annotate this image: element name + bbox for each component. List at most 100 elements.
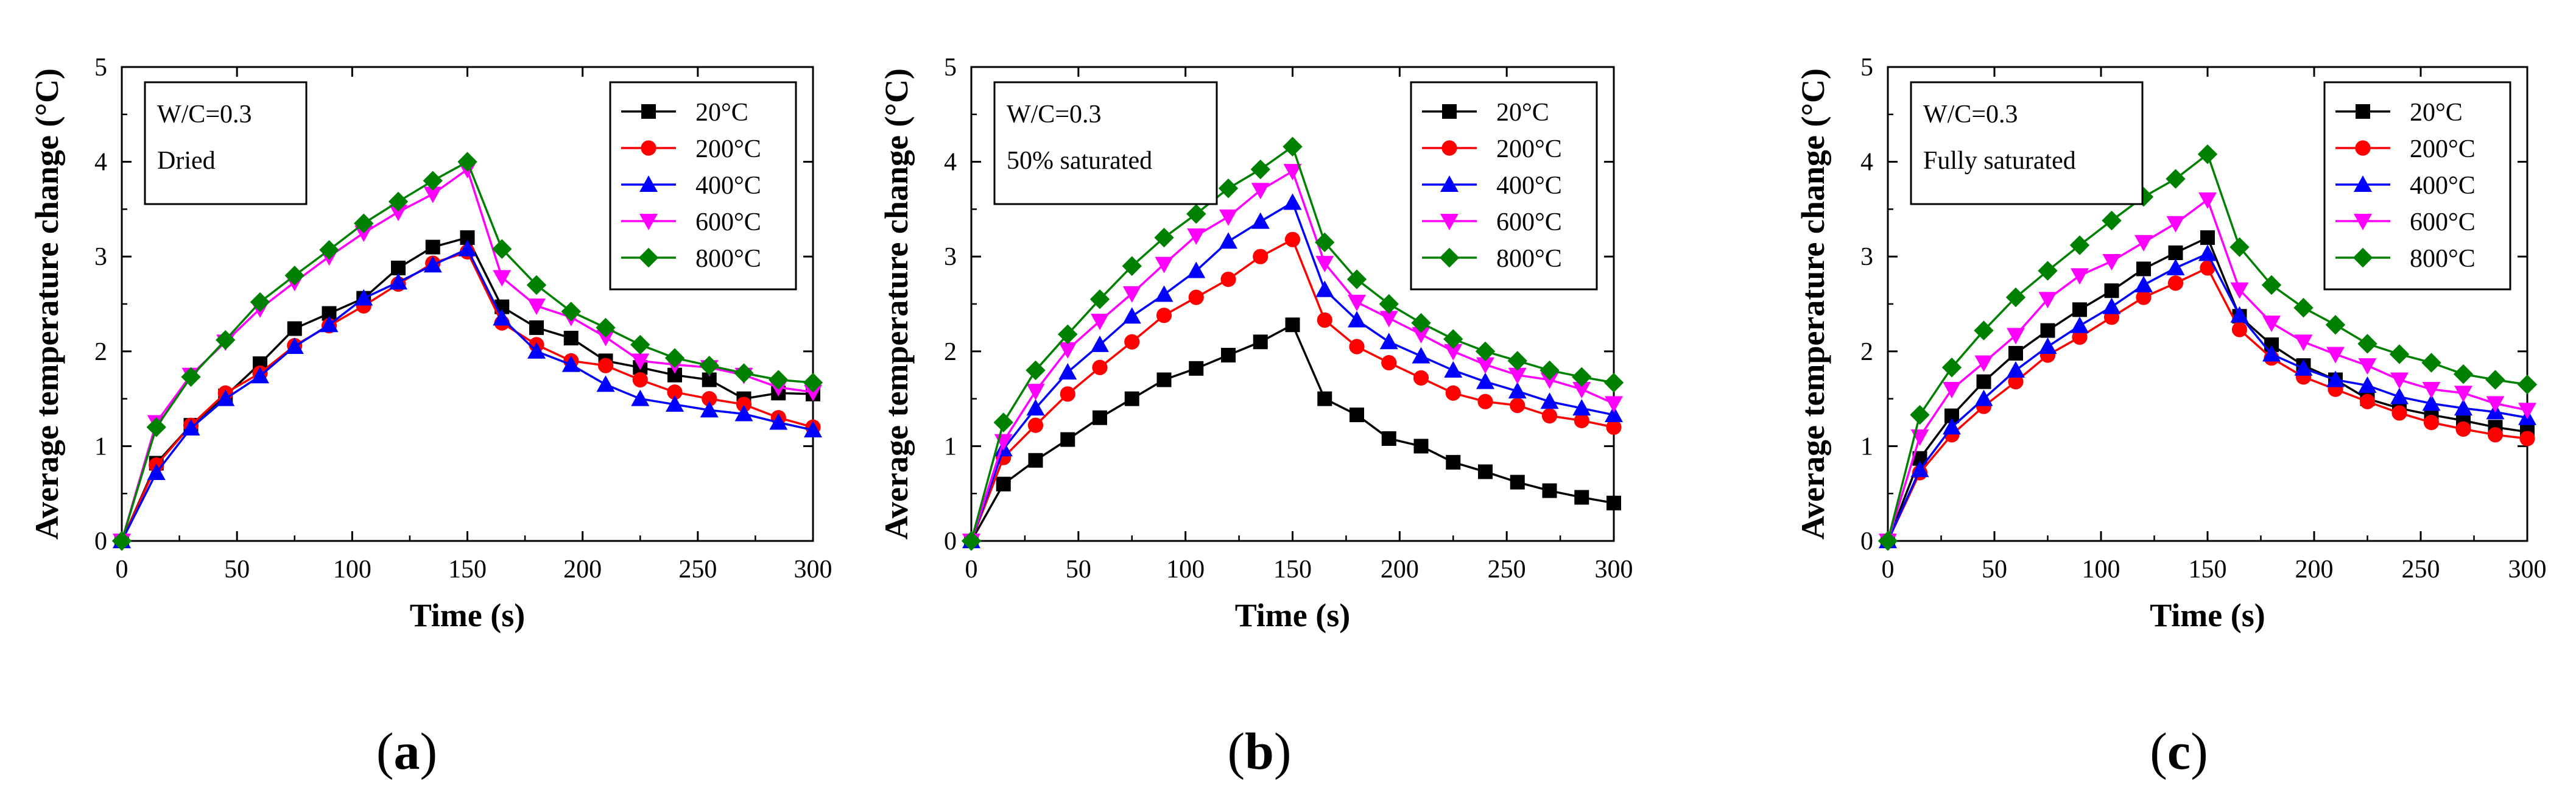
data-point (1572, 367, 1592, 387)
caption-close-paren: ) (420, 722, 438, 780)
data-point (2072, 329, 2088, 345)
y-tick-label: 2 (94, 338, 107, 366)
data-point (285, 337, 304, 355)
y-tick-label: 3 (1860, 243, 1873, 271)
data-point (596, 330, 615, 347)
x-tick-label: 50 (1982, 556, 2007, 584)
data-point (2422, 394, 2441, 411)
data-point (1283, 164, 1302, 181)
data-point (1317, 312, 1332, 328)
data-point (769, 413, 788, 430)
y-tick-label: 0 (94, 528, 107, 556)
legend-marker (639, 214, 658, 230)
y-axis-label: Average temperature change (°C) (1795, 68, 1831, 540)
data-point (1027, 417, 1044, 433)
data-point (1315, 280, 1334, 297)
caption-close-paren: ) (2191, 722, 2208, 780)
data-point (250, 292, 270, 312)
data-point (2197, 144, 2218, 164)
data-point (1060, 432, 1075, 447)
series-800°C (111, 152, 823, 551)
data-point (1445, 385, 1461, 401)
data-point (1412, 327, 1431, 344)
data-point (2200, 230, 2215, 245)
data-point (1348, 311, 1366, 328)
legend-marker (638, 247, 659, 268)
panel-caption: (b) (1227, 722, 1291, 780)
data-point (2166, 258, 2185, 275)
data-point (1412, 347, 1431, 364)
caption-open-paren: ( (2150, 722, 2167, 780)
data-point (2357, 334, 2377, 354)
data-point (526, 275, 547, 295)
series-20°C (964, 317, 1621, 548)
data-point (2136, 289, 2152, 305)
data-point (1350, 408, 1364, 423)
x-tick-label: 0 (1882, 556, 1895, 584)
data-point (2007, 361, 2025, 378)
data-point (2200, 260, 2215, 276)
data-point (664, 348, 685, 368)
data-point (563, 331, 579, 346)
data-point (1251, 212, 1270, 229)
legend-label: 400°C (695, 172, 761, 200)
data-point (667, 384, 683, 400)
data-point (2008, 373, 2024, 390)
data-point (1155, 256, 1174, 274)
data-point (2198, 244, 2217, 261)
annotation-box (144, 81, 308, 205)
data-point (2486, 396, 2505, 413)
data-point (1413, 439, 1429, 454)
data-point (1446, 454, 1461, 470)
data-point (388, 191, 409, 212)
legend-marker (2353, 247, 2373, 268)
data-point (1381, 431, 1396, 446)
data-point (2005, 287, 2026, 308)
data-point (2102, 297, 2121, 314)
x-tick-label: 100 (333, 556, 371, 584)
data-point (423, 186, 442, 203)
data-point (2229, 237, 2250, 257)
data-point (1122, 286, 1141, 303)
y-tick-label: 2 (1860, 338, 1873, 366)
legend-marker (1441, 140, 1457, 156)
legend-box (609, 81, 797, 291)
data-point (2487, 427, 2504, 443)
data-point (1028, 453, 1043, 468)
data-point (1349, 339, 1365, 355)
data-point (425, 239, 440, 255)
data-point (769, 370, 789, 390)
data-point (1346, 269, 1367, 289)
data-point (527, 342, 546, 359)
data-point (2102, 253, 2121, 270)
data-point (597, 358, 614, 373)
data-point (1603, 372, 1624, 393)
data-point (2454, 386, 2472, 403)
data-point (423, 256, 442, 273)
data-point (2040, 323, 2055, 338)
y-tick-label: 5 (1860, 54, 1873, 82)
data-point (631, 389, 650, 406)
data-point (2167, 275, 2184, 291)
data-point (1476, 357, 1494, 374)
data-point (1283, 136, 1303, 157)
data-point (2168, 245, 2183, 260)
legend: 20°C 200°C 400°C 600°C 800°C (2323, 81, 2511, 291)
data-point (632, 372, 648, 388)
data-point (2390, 387, 2409, 404)
x-tick-label: 200 (2295, 556, 2334, 584)
y-tick-label: 0 (944, 528, 957, 556)
data-point (2325, 315, 2346, 335)
data-point (2104, 283, 2119, 298)
legend-label: 600°C (2410, 208, 2476, 236)
annotation-box (993, 81, 1218, 205)
annotation-box (1910, 81, 2144, 205)
x-axis-label: Time (s) (1235, 597, 1350, 634)
data-point (1283, 193, 1302, 210)
data-point (2293, 298, 2314, 318)
x-tick-label: 50 (1066, 556, 1091, 584)
data-point (1540, 392, 1559, 409)
data-point (1476, 372, 1494, 389)
data-point (2421, 353, 2441, 373)
